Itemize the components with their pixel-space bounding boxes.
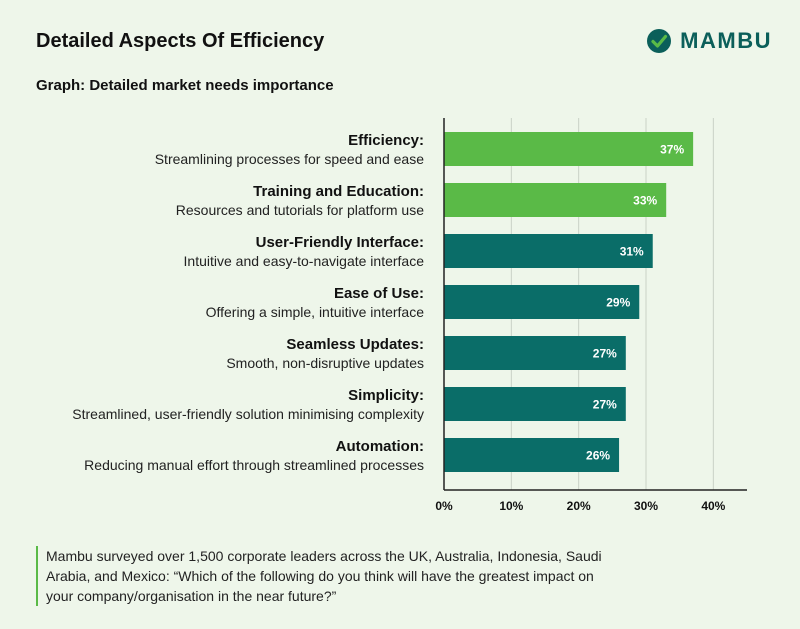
mambu-logo-icon <box>647 29 672 53</box>
bar <box>444 234 653 268</box>
bar-value-label: 29% <box>606 296 630 310</box>
bar-chart: 0% 10% 20% 30% 40% 37% Efficiency: Streamlining… <box>72 118 747 513</box>
x-tick-label: 20% <box>567 499 591 513</box>
category-label: Training and Education: <box>253 183 424 200</box>
category-description: Streamlining processes for speed and eas… <box>155 151 424 167</box>
category-label: Automation: <box>336 438 424 455</box>
category-description: Smooth, non-disruptive updates <box>226 355 424 371</box>
bar-value-label: 26% <box>586 449 610 463</box>
bar <box>444 336 626 370</box>
bar <box>444 438 620 472</box>
x-tick-label: 30% <box>634 499 658 513</box>
category-description: Reducing manual effort through streamlin… <box>84 457 424 473</box>
category-description: Intuitive and easy-to-navigate interface <box>184 253 425 269</box>
category-label: Efficiency: <box>348 132 424 149</box>
category-description: Resources and tutorials for platform use <box>176 202 424 218</box>
bar-value-label: 27% <box>593 398 617 412</box>
bar <box>444 183 667 217</box>
x-tick-label: 40% <box>701 499 725 513</box>
chart-subtitle: Graph: Detailed market needs importance <box>36 77 334 94</box>
bar-value-label: 37% <box>660 143 684 157</box>
brand-logo: MAMBU <box>646 28 772 54</box>
bar <box>444 387 626 421</box>
category-label: User-Friendly Interface: <box>256 234 424 251</box>
brand-name: MAMBU <box>680 28 772 53</box>
x-tick-label: 10% <box>499 499 523 513</box>
x-tick-label: 0% <box>435 499 453 513</box>
bar-value-label: 33% <box>633 194 657 208</box>
page-title: Detailed Aspects Of Efficiency <box>36 30 325 52</box>
category-description: Streamlined, user-friendly solution mini… <box>72 406 424 422</box>
bar <box>444 285 640 319</box>
category-label: Seamless Updates: <box>286 336 424 353</box>
bar-value-label: 31% <box>620 245 644 259</box>
category-description: Offering a simple, intuitive interface <box>206 304 425 320</box>
bar-value-label: 27% <box>593 347 617 361</box>
category-label: Ease of Use: <box>334 285 424 302</box>
survey-note: Mambu surveyed over 1,500 corporate lead… <box>36 546 606 606</box>
bar <box>444 132 694 166</box>
category-label: Simplicity: <box>348 387 424 404</box>
